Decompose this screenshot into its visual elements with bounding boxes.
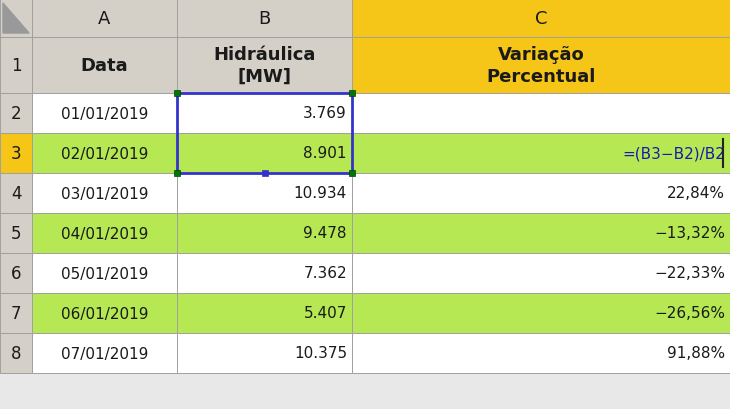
Text: 10.934: 10.934 — [293, 186, 347, 201]
Bar — [0, 94, 32, 134]
Bar — [32, 254, 177, 293]
Bar — [177, 333, 352, 373]
Text: Hidráulica
[MW]: Hidráulica [MW] — [213, 46, 315, 86]
Text: 4: 4 — [11, 184, 21, 202]
Bar — [261, 171, 267, 177]
Bar — [352, 134, 730, 173]
Bar — [177, 134, 352, 173]
Bar — [0, 254, 32, 293]
Text: Variação
Percentual: Variação Percentual — [486, 46, 596, 86]
Bar — [352, 213, 730, 254]
Text: 8.901: 8.901 — [304, 146, 347, 161]
Bar — [352, 0, 730, 38]
Bar — [352, 173, 730, 213]
Bar — [0, 173, 32, 213]
Bar — [352, 94, 730, 134]
Text: 06/01/2019: 06/01/2019 — [61, 306, 148, 321]
Bar — [0, 333, 32, 373]
Text: 5.407: 5.407 — [304, 306, 347, 321]
Bar — [32, 333, 177, 373]
Bar — [0, 134, 32, 173]
Bar — [349, 91, 355, 97]
Text: 07/01/2019: 07/01/2019 — [61, 346, 148, 361]
Text: −26,56%: −26,56% — [654, 306, 725, 321]
Text: =(B3−B2)/B2: =(B3−B2)/B2 — [622, 146, 725, 161]
Bar — [177, 213, 352, 254]
Bar — [32, 38, 177, 94]
Text: C: C — [535, 10, 548, 28]
Bar — [32, 293, 177, 333]
Bar — [177, 0, 352, 38]
Bar — [177, 293, 352, 333]
Bar — [177, 94, 352, 173]
Text: 22,84%: 22,84% — [667, 186, 725, 201]
Text: 7.362: 7.362 — [304, 266, 347, 281]
Text: 8: 8 — [11, 344, 21, 362]
Text: −22,33%: −22,33% — [654, 266, 725, 281]
Bar — [177, 173, 352, 213]
Bar — [32, 134, 177, 173]
Text: 91,88%: 91,88% — [667, 346, 725, 361]
Bar — [0, 213, 32, 254]
Text: 9.478: 9.478 — [304, 226, 347, 241]
Bar — [32, 0, 177, 38]
Bar — [349, 171, 355, 177]
Text: A: A — [99, 10, 111, 28]
Bar — [352, 38, 730, 94]
Text: 1: 1 — [11, 57, 21, 75]
Bar — [177, 254, 352, 293]
Text: 02/01/2019: 02/01/2019 — [61, 146, 148, 161]
Bar — [0, 293, 32, 333]
Text: 01/01/2019: 01/01/2019 — [61, 106, 148, 121]
Bar — [32, 173, 177, 213]
Text: Data: Data — [81, 57, 128, 75]
Text: 03/01/2019: 03/01/2019 — [61, 186, 148, 201]
Bar — [174, 171, 180, 177]
Bar — [32, 213, 177, 254]
Text: 05/01/2019: 05/01/2019 — [61, 266, 148, 281]
Text: 04/01/2019: 04/01/2019 — [61, 226, 148, 241]
Text: 5: 5 — [11, 225, 21, 243]
Bar — [352, 333, 730, 373]
Text: 3.769: 3.769 — [303, 106, 347, 121]
Bar — [352, 254, 730, 293]
Bar — [177, 94, 352, 134]
Bar — [32, 94, 177, 134]
Text: 6: 6 — [11, 264, 21, 282]
Text: 2: 2 — [11, 105, 21, 123]
Text: 10.375: 10.375 — [294, 346, 347, 361]
Bar — [174, 91, 180, 97]
Text: 7: 7 — [11, 304, 21, 322]
Bar — [0, 38, 32, 94]
Bar — [177, 38, 352, 94]
Text: −13,32%: −13,32% — [654, 226, 725, 241]
Text: B: B — [258, 10, 271, 28]
Text: 3: 3 — [11, 145, 21, 163]
Polygon shape — [3, 4, 29, 34]
Bar — [352, 293, 730, 333]
Bar — [0, 0, 32, 38]
